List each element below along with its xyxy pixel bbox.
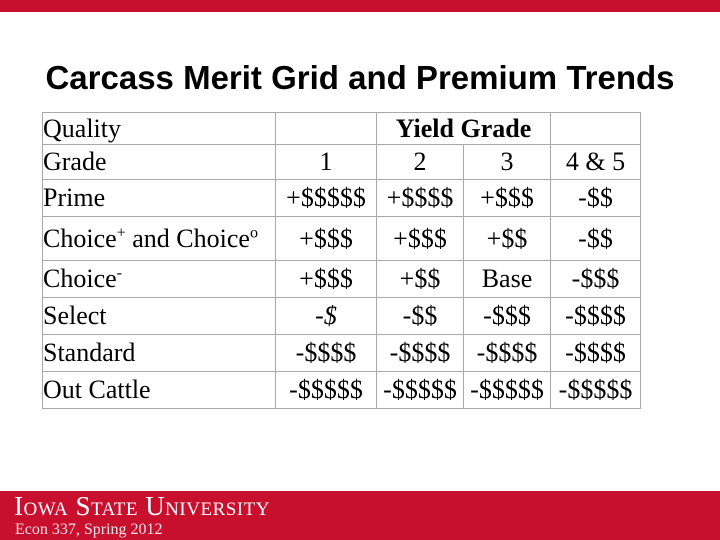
course-label: Econ 337, Spring 2012 bbox=[15, 521, 163, 538]
isu-wordmark: Iowa State University bbox=[14, 491, 270, 521]
premium-cell: +$$$$$ bbox=[275, 179, 377, 217]
table-row: Select -$ -$$ -$$$ -$$$$ bbox=[42, 297, 641, 335]
empty-header-cell bbox=[550, 112, 641, 145]
carcass-merit-grid: Quality Yield Grade Grade 1 2 3 4 & 5 Pr… bbox=[42, 112, 641, 409]
premium-cell: -$$$ bbox=[463, 297, 551, 335]
table-row: Prime +$$$$$ +$$$$ +$$$ -$$ bbox=[42, 179, 641, 217]
slide-title: Carcass Merit Grid and Premium Trends bbox=[45, 59, 675, 97]
merit-table: Quality Yield Grade Grade 1 2 3 4 & 5 Pr… bbox=[42, 112, 641, 409]
quality-grade-row-label: Select bbox=[42, 297, 276, 335]
premium-cell: -$$$$$ bbox=[463, 371, 551, 409]
premium-cell: +$$$ bbox=[376, 216, 464, 261]
superscript: - bbox=[116, 264, 123, 282]
table-row: Standard -$$$$ -$$$$ -$$$$ -$$$$ bbox=[42, 334, 641, 372]
yield-col-2: 2 bbox=[376, 144, 464, 180]
premium-cell: Base bbox=[463, 260, 551, 298]
table-row: Choice- +$$$ +$$ Base -$$$ bbox=[42, 260, 641, 298]
premium-cell: -$$$$ bbox=[376, 334, 464, 372]
yield-grade-header: Yield Grade bbox=[376, 112, 551, 145]
premium-cell: -$$$$$ bbox=[275, 371, 377, 409]
table-row: Out Cattle -$$$$$ -$$$$$ -$$$$$ -$$$$$ bbox=[42, 371, 641, 409]
quality-grade-row-label: Prime bbox=[42, 179, 276, 217]
footer-bar: Iowa State University Econ 337, Spring 2… bbox=[0, 491, 720, 540]
superscript: o bbox=[249, 223, 258, 241]
premium-cell: -$$$$ bbox=[550, 334, 641, 372]
quality-grade-row-label: Choice- bbox=[42, 260, 276, 298]
premium-cell: -$$$$ bbox=[275, 334, 377, 372]
premium-cell: -$$ bbox=[550, 179, 641, 217]
yield-grade-header-row: Quality Yield Grade bbox=[42, 112, 641, 145]
superscript: + bbox=[116, 223, 126, 241]
premium-cell: +$$ bbox=[376, 260, 464, 298]
premium-cell: +$$$ bbox=[463, 179, 551, 217]
yield-grade-numbers-row: Grade 1 2 3 4 & 5 bbox=[42, 144, 641, 180]
yield-col-4-5: 4 & 5 bbox=[550, 144, 641, 180]
merit-table-body: Prime +$$$$$ +$$$$ +$$$ -$$ Choice+ and Choic… bbox=[42, 179, 641, 409]
premium-cell: +$$ bbox=[463, 216, 551, 261]
quality-grade-row-label: Standard bbox=[42, 334, 276, 372]
premium-cell: -$ bbox=[275, 297, 377, 335]
empty-header-cell bbox=[275, 112, 377, 145]
yield-col-1: 1 bbox=[275, 144, 377, 180]
premium-cell: -$$$$ bbox=[463, 334, 551, 372]
premium-cell: -$$ bbox=[376, 297, 464, 335]
quality-grade-row-label: Out Cattle bbox=[42, 371, 276, 409]
premium-cell: +$$$ bbox=[275, 260, 377, 298]
premium-cell: -$$$ bbox=[550, 260, 641, 298]
premium-cell: -$$$$$ bbox=[550, 371, 641, 409]
table-row: Choice+ and Choiceo +$$$ +$$$ +$$ -$$ bbox=[42, 216, 641, 261]
premium-cell: -$$$$$ bbox=[376, 371, 464, 409]
quality-label: Quality bbox=[42, 112, 276, 145]
top-accent-bar bbox=[0, 0, 720, 12]
grade-label: Grade bbox=[42, 144, 276, 180]
quality-grade-row-label: Choice+ and Choiceo bbox=[42, 216, 276, 261]
premium-cell: +$$$$ bbox=[376, 179, 464, 217]
premium-cell: +$$$ bbox=[275, 216, 377, 261]
yield-col-3: 3 bbox=[463, 144, 551, 180]
premium-cell: -$$$$ bbox=[550, 297, 641, 335]
premium-cell: -$$ bbox=[550, 216, 641, 261]
